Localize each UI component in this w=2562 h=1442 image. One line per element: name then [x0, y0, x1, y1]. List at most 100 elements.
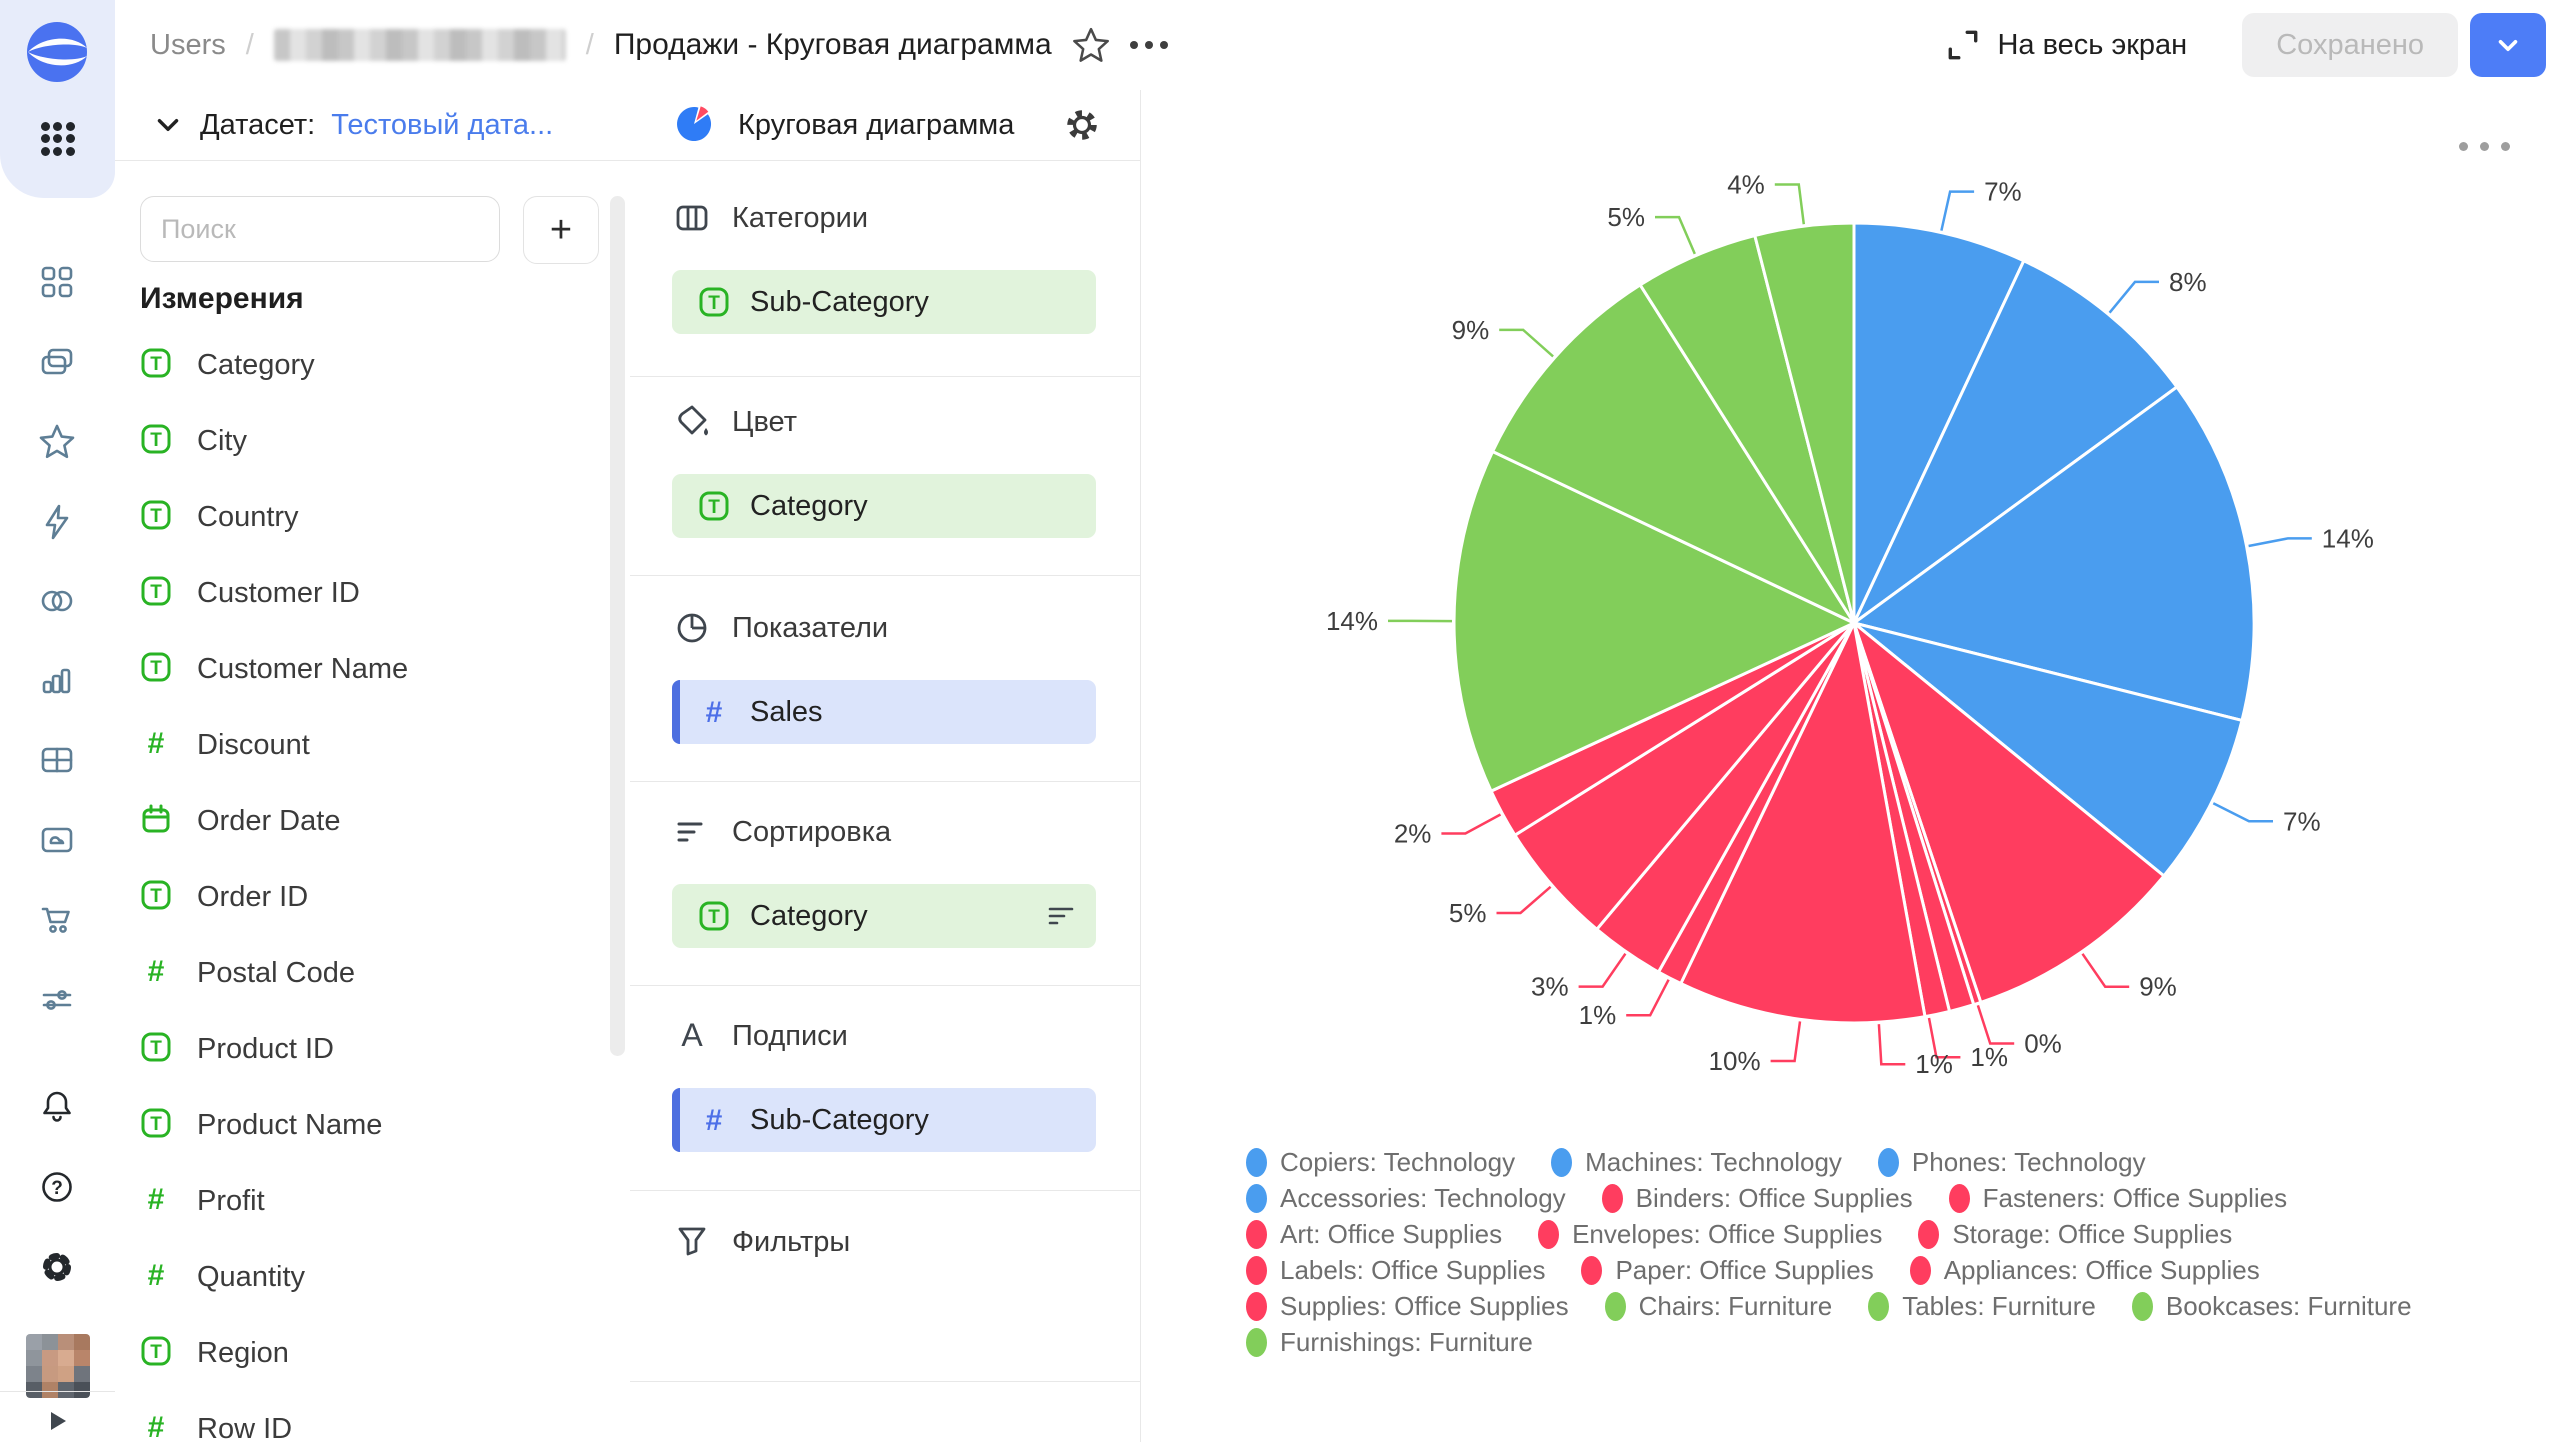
field-row[interactable]: T Country: [115, 479, 630, 555]
legend-item-binders[interactable]: Binders: Office Supplies: [1601, 1183, 1913, 1214]
add-field-button[interactable]: +: [523, 196, 599, 264]
pie-label-connector: [2108, 280, 2159, 314]
sort-order-icon[interactable]: [1048, 904, 1074, 928]
save-dropdown-button[interactable]: [2470, 13, 2546, 77]
dataset-name-link[interactable]: Тестовый дата...: [331, 108, 554, 141]
field-row[interactable]: T Customer Name: [115, 631, 630, 707]
field-row[interactable]: # Quantity: [115, 1239, 630, 1315]
chip-category[interactable]: T Category: [672, 884, 1096, 948]
chevron-down-icon[interactable]: [152, 109, 184, 141]
sidebar-flash-icon[interactable]: [37, 502, 77, 542]
field-row[interactable]: T Order ID: [115, 859, 630, 935]
legend-dot-icon: [1601, 1183, 1623, 1213]
pie-slice-storage[interactable]: [1679, 621, 1927, 1025]
sidebar-collections-icon[interactable]: [37, 342, 77, 382]
pie-slice-furnishings[interactable]: [1753, 221, 1856, 625]
svg-text:T: T: [150, 354, 162, 375]
pie-chart-icon[interactable]: [672, 100, 718, 151]
sidebar-help-icon[interactable]: ?: [37, 1167, 77, 1207]
field-row[interactable]: # Postal Code: [115, 935, 630, 1011]
more-ellipsis-icon[interactable]: [1129, 41, 1168, 49]
sidebar-sliders-icon[interactable]: [37, 980, 77, 1020]
chip-category[interactable]: T Category: [672, 474, 1096, 538]
svg-text:#: #: [148, 1259, 165, 1291]
legend-item-envelopes[interactable]: Envelopes: Office Supplies: [1538, 1219, 1882, 1250]
sidebar-gear-icon[interactable]: [37, 1247, 77, 1287]
datalens-logo-icon[interactable]: [25, 20, 89, 84]
pie-slice-copiers[interactable]: [1852, 221, 2026, 625]
svg-text:T: T: [150, 582, 162, 603]
favorite-star-icon[interactable]: [1072, 26, 1110, 64]
legend-item-machines[interactable]: Machines: Technology: [1551, 1147, 1842, 1178]
scrollbar[interactable]: [610, 196, 625, 1056]
field-row[interactable]: T Customer ID: [115, 555, 630, 631]
legend-item-phones[interactable]: Phones: Technology: [1877, 1146, 2146, 1178]
pie-percent-label: 1%: [1579, 1000, 1617, 1030]
sidebar-widgets-icon[interactable]: [37, 262, 77, 302]
field-row[interactable]: T Product ID: [115, 1011, 630, 1087]
sidebar-bell-icon[interactable]: [37, 1087, 77, 1127]
legend-item-furnishings[interactable]: Furnishings: Furniture: [1246, 1327, 1533, 1358]
svg-text:T: T: [708, 907, 720, 928]
legend-label: Envelopes: Office Supplies: [1572, 1218, 1883, 1249]
field-row[interactable]: # Profit: [115, 1163, 630, 1239]
chip-sub-category[interactable]: T Sub-Category: [672, 270, 1096, 334]
sidebar-cloud-folder-icon[interactable]: [37, 820, 77, 860]
fullscreen-icon[interactable]: [1945, 27, 1981, 63]
sidebar-connections-icon[interactable]: [37, 581, 77, 621]
svg-text:#: #: [148, 1411, 165, 1442]
breadcrumb-users[interactable]: Users: [150, 28, 226, 61]
chip-sub-category[interactable]: # Sub-Category: [672, 1088, 1096, 1152]
svg-text:#: #: [148, 955, 165, 987]
gear-icon[interactable]: [1062, 105, 1102, 145]
field-row[interactable]: T Product Name: [115, 1087, 630, 1163]
legend-item-appliances[interactable]: Appliances: Office Supplies: [1909, 1255, 2260, 1286]
legend-item-accessories[interactable]: Accessories: Technology: [1246, 1183, 1566, 1214]
pie-slice-binders[interactable]: [1852, 621, 2166, 1004]
legend-label: Chairs: Furniture: [1638, 1290, 1833, 1321]
pie-slice-accessories[interactable]: [1852, 621, 2244, 878]
field-row[interactable]: # Discount: [115, 707, 630, 783]
saved-button[interactable]: Сохранено: [2242, 13, 2458, 77]
sidebar-collapse-icon[interactable]: [42, 1406, 72, 1436]
sidebar-table-icon[interactable]: [37, 740, 77, 780]
field-row[interactable]: T Region: [115, 1315, 630, 1391]
legend-dot-icon: [1581, 1255, 1603, 1285]
legend-item-copiers[interactable]: Copiers: Technology: [1246, 1147, 1515, 1178]
fullscreen-label[interactable]: На весь экран: [1997, 28, 2188, 61]
legend-item-supplies[interactable]: Supplies: Office Supplies: [1246, 1291, 1569, 1322]
legend-row: Supplies: Office Supplies Chairs: Furnitu…: [1246, 1288, 2536, 1324]
legend-item-labels[interactable]: Labels: Office Supplies: [1246, 1255, 1545, 1286]
sidebar-favorites-icon[interactable]: [37, 422, 77, 462]
field-row[interactable]: T City: [115, 403, 630, 479]
chart-menu-ellipsis-icon[interactable]: [2459, 142, 2510, 151]
chevron-down-icon: [2498, 39, 2518, 52]
legend-item-tables[interactable]: Tables: Furniture: [1868, 1291, 2096, 1322]
legend-item-chairs[interactable]: Chairs: Furniture: [1604, 1290, 1833, 1322]
field-row[interactable]: Order Date: [115, 783, 630, 859]
legend-label: Phones: Technology: [1911, 1146, 2146, 1177]
pie-label-connector: [1774, 183, 1806, 225]
sidebar-charts-icon[interactable]: [37, 660, 77, 700]
apps-menu-icon[interactable]: [39, 120, 77, 158]
pie-slice-tables[interactable]: [1491, 283, 1856, 625]
field-row[interactable]: # Row ID: [115, 1391, 630, 1442]
field-text-icon: T: [698, 286, 730, 318]
pie-label-connector: [2248, 537, 2312, 548]
user-avatar[interactable]: [26, 1334, 90, 1398]
chip-sales[interactable]: # Sales: [672, 680, 1096, 744]
legend-item-fasteners[interactable]: Fasteners: Office Supplies: [1948, 1183, 2287, 1214]
legend-item-paper[interactable]: Paper: Office Supplies: [1581, 1255, 1874, 1286]
pie-slice-machines[interactable]: [1852, 259, 2179, 625]
field-row[interactable]: T Category: [115, 327, 630, 403]
search-input[interactable]: [140, 196, 500, 262]
legend-item-art[interactable]: Art: Office Supplies: [1246, 1219, 1502, 1250]
legend-dot-icon: [1246, 1327, 1267, 1357]
legend-item-bookcases[interactable]: Bookcases: Furniture: [2131, 1291, 2412, 1322]
pie-slice-phones[interactable]: [1852, 385, 2256, 722]
sidebar-cart-icon[interactable]: [37, 900, 77, 940]
chart-type-label[interactable]: Круговая диаграмма: [738, 108, 1015, 141]
pie-slice-chairs[interactable]: [1452, 450, 1856, 793]
legend-item-storage[interactable]: Storage: Office Supplies: [1918, 1219, 2232, 1250]
breadcrumb-redacted-item[interactable]: [273, 29, 566, 61]
